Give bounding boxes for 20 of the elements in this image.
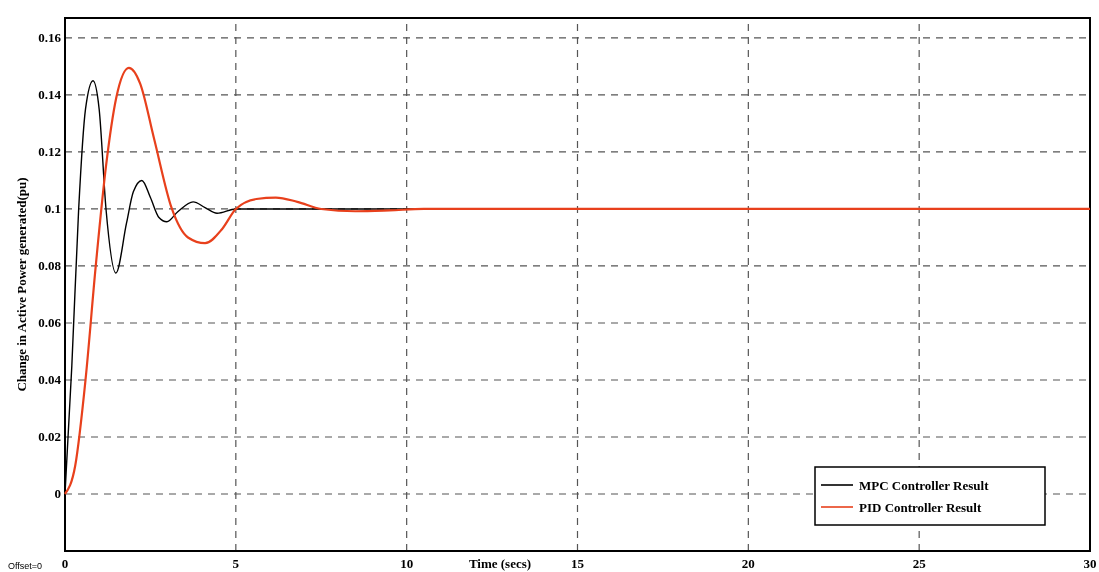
y-tick-label: 0.12 xyxy=(38,143,61,159)
y-tick-label: 0.08 xyxy=(38,257,62,273)
x-axis-title: Time (secs) xyxy=(468,556,532,571)
text: Offset=0 xyxy=(8,561,43,571)
x-tick-label: 5 xyxy=(232,556,240,571)
y-tick-label: 0.04 xyxy=(38,371,62,387)
x-tick-label: 15 xyxy=(571,556,585,571)
y-axis-title: Change in Active Power generated(pu) xyxy=(14,177,29,392)
y-tick-label: 0.02 xyxy=(38,428,61,444)
x-tick-label: 25 xyxy=(912,556,927,571)
x-tick-label: 20 xyxy=(741,556,755,571)
y-tick-label: 0.1 xyxy=(44,200,61,216)
legend-label: MPC Controller Result xyxy=(859,478,990,493)
x-tick-label: 30 xyxy=(1083,556,1097,571)
x-tick-label: 10 xyxy=(400,556,414,571)
y-tick-label: 0.16 xyxy=(38,29,62,45)
y-tick-label: 0.14 xyxy=(38,86,62,102)
legend-label: PID Controller Result xyxy=(859,500,982,515)
y-tick-label: 0.06 xyxy=(38,314,62,330)
y-tick-label: 0 xyxy=(54,485,61,501)
